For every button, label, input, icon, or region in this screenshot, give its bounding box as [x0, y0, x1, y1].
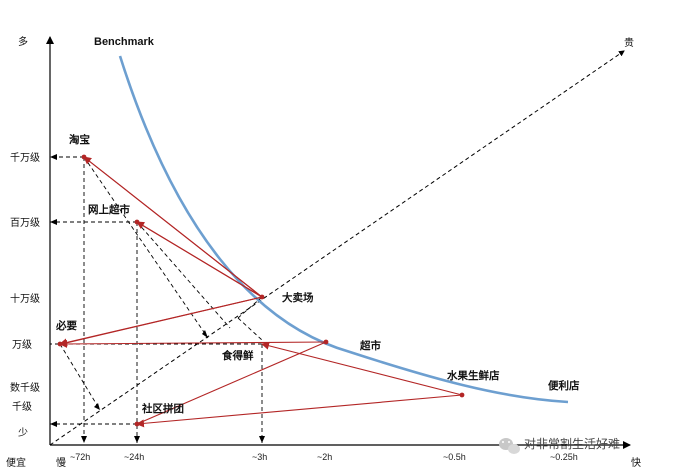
x-axis-left-label: 便宜: [6, 456, 26, 469]
convenience-label: 便利店: [548, 379, 580, 392]
guide-arrowheads: [50, 154, 265, 443]
x-tick-label: ~24h: [124, 452, 144, 462]
watermark-text: 对非常割生活好难: [524, 436, 620, 451]
biyao-label: 必要: [55, 319, 77, 332]
x-tick-label: ~72h: [70, 452, 90, 462]
taobao-label: 淘宝: [69, 133, 90, 146]
hypermarket-label: 大卖场: [282, 291, 314, 304]
biyao-marker: [57, 341, 63, 347]
fruit-store-label: 水果生鲜店: [446, 369, 500, 382]
x-tick-label: ~3h: [252, 452, 267, 462]
fruit-store-marker: [459, 392, 465, 398]
x-axis-fast-label: 快: [631, 457, 641, 469]
price-diagonal-axis: [49, 50, 625, 446]
hypermarket-marker: [259, 294, 265, 300]
benchmark-label: Benchmark: [94, 36, 155, 48]
guide-lines: [50, 156, 263, 443]
online-super-marker: [134, 219, 140, 225]
y-tick-label: 十万级: [10, 292, 40, 305]
y-tick-label: 千级: [12, 401, 32, 413]
y-tick-label: 万级: [12, 339, 32, 351]
community-group-marker: [134, 421, 140, 427]
watermark: 对非常割生活好难: [499, 436, 620, 454]
taobao-marker: [81, 154, 87, 160]
red-connections: [59, 156, 463, 428]
diagonal-end-label: 贵: [624, 36, 634, 49]
point-markers: [57, 154, 465, 427]
community-group-label: 社区拼团: [141, 402, 184, 415]
y-tick-label: 千万级: [10, 152, 40, 164]
supermarket-marker: [323, 339, 329, 345]
x-tick-label: ~0.5h: [443, 452, 466, 462]
x-axis-slow-label: 慢: [56, 457, 66, 469]
y-axis-top-label: 多: [18, 35, 28, 48]
x-tick-label: ~2h: [317, 452, 332, 462]
x-tick-label: ~0.25h: [550, 452, 578, 462]
y-tick-label: 百万级: [10, 217, 40, 229]
y-axis-bottom-label: 少: [18, 427, 28, 439]
y-tick-label: 数千级: [10, 381, 40, 394]
online-super-label: 网上超市: [88, 203, 130, 216]
shidexian-label: 食得鲜: [221, 349, 254, 362]
wechat-icon: [499, 438, 520, 454]
benchmark-curve: [118, 55, 569, 404]
supermarket-label: 超市: [359, 339, 381, 352]
